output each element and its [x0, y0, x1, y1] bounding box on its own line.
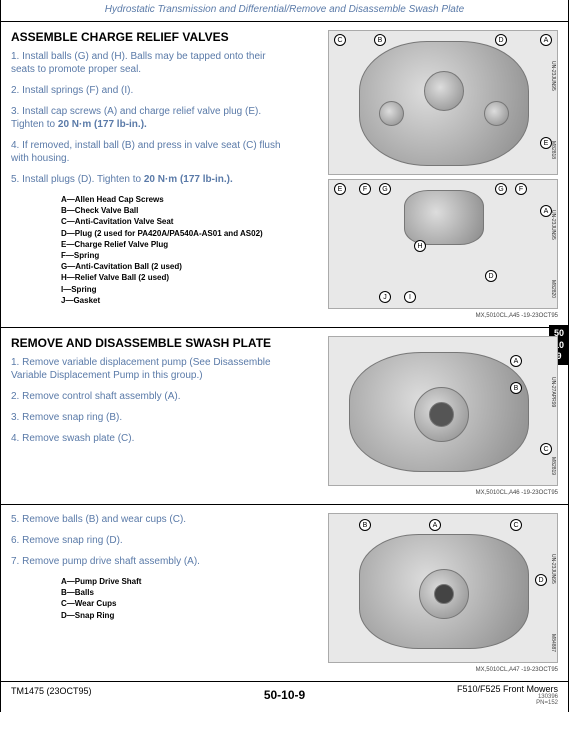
legend3-c: C—Wear Cups [61, 598, 291, 609]
section2-title: REMOVE AND DISASSEMBLE SWASH PLATE [11, 336, 291, 350]
legend-c: C—Anti-Cavitation Valve Seat [61, 216, 291, 227]
section-remove-balls: 5. Remove balls (B) and wear cups (C). 6… [1, 505, 568, 681]
legend3-a: A—Pump Drive Shaft [61, 576, 291, 587]
legend-h: H—Relief Valve Ball (2 used) [61, 272, 291, 283]
figure1-caption: MX,5010CL,A45 -19-23OCT95 [328, 313, 558, 319]
step-1: 1. Install balls (G) and (H). Balls may … [11, 50, 291, 76]
legend-a: A—Allen Head Cap Screws [61, 194, 291, 205]
legend-i: I—Spring [61, 284, 291, 295]
step-4: 4. If removed, install ball (B) and pres… [11, 139, 291, 165]
step-5-text: 5. Install plugs (D). Tighten to [11, 174, 144, 185]
page-container: Hydrostatic Transmission and Differentia… [0, 0, 569, 712]
legend-f: F—Spring [61, 250, 291, 261]
legend-1: A—Allen Head Cap Screws B—Check Valve Ba… [61, 194, 291, 306]
footer-right: F510/F525 Front Mowers 130396 PN=152 [457, 684, 558, 706]
section-remove-swash: REMOVE AND DISASSEMBLE SWASH PLATE 1. Re… [1, 328, 568, 505]
legend-g: G—Anti-Cavitation Ball (2 used) [61, 261, 291, 272]
section1-title: ASSEMBLE CHARGE RELIEF VALVES [11, 30, 291, 44]
section3-text: 5. Remove balls (B) and wear cups (C). 6… [11, 513, 291, 621]
legend3-b: B—Balls [61, 587, 291, 598]
section1-figures: C B D A E UN-23JUN95 M82818 E F G G F A … [328, 30, 558, 319]
section1-text: ASSEMBLE CHARGE RELIEF VALVES 1. Install… [11, 30, 291, 306]
legend3-d: D—Snap Ring [61, 610, 291, 621]
legend-d: D—Plug (2 used for PA420A/PA540A-AS01 an… [61, 228, 291, 239]
footer-sub2: PN=152 [457, 700, 558, 706]
legend-3: A—Pump Drive Shaft B—Balls C—Wear Cups D… [61, 576, 291, 621]
figure-2: E F G G F A H D J I UN-23JUN95 M82820 [328, 179, 558, 309]
page-footer: TM1475 (23OCT95) 50-10-9 F510/F525 Front… [1, 682, 568, 712]
figure4-caption: MX,5010CL,A47 -19-23OCT95 [328, 667, 558, 673]
section3-figure-container: B A C D UN-23JUN95 M84887 MX,5010CL,A47 … [328, 513, 558, 673]
legend-j: J—Gasket [61, 295, 291, 306]
footer-left: TM1475 (23OCT95) [11, 686, 92, 696]
legend-b: B—Check Valve Ball [61, 205, 291, 216]
step2-3: 3. Remove snap ring (B). [11, 411, 291, 424]
torque-1: 20 N·m (177 lb-in.). [58, 119, 147, 130]
step3-6: 6. Remove snap ring (D). [11, 534, 291, 547]
footer-product: F510/F525 Front Mowers [457, 684, 558, 694]
step2-2: 2. Remove control shaft assembly (A). [11, 390, 291, 403]
figure-1: C B D A E UN-23JUN95 M82818 [328, 30, 558, 175]
step2-4: 4. Remove swash plate (C). [11, 432, 291, 445]
figure3-caption: MX,5010CL,A46 -19-23OCT95 [328, 490, 558, 496]
figure-4: B A C D UN-23JUN95 M84887 [328, 513, 558, 663]
legend-e: E—Charge Relief Valve Plug [61, 239, 291, 250]
step-5: 5. Install plugs (D). Tighten to 20 N·m … [11, 173, 291, 186]
torque-2: 20 N·m (177 lb-in.). [144, 174, 233, 185]
step-2: 2. Install springs (F) and (I). [11, 84, 291, 97]
step-3: 3. Install cap screws (A) and charge rel… [11, 105, 291, 131]
step3-5: 5. Remove balls (B) and wear cups (C). [11, 513, 291, 526]
step2-1: 1. Remove variable displacement pump (Se… [11, 356, 291, 382]
section2-text: REMOVE AND DISASSEMBLE SWASH PLATE 1. Re… [11, 336, 291, 453]
section2-figure-container: A B C UN-27APR99 M82819 MX,5010CL,A46 -1… [328, 336, 558, 496]
figure-3: A B C UN-27APR99 M82819 [328, 336, 558, 486]
section-assemble-valves: ASSEMBLE CHARGE RELIEF VALVES 1. Install… [1, 22, 568, 328]
step3-7: 7. Remove pump drive shaft assembly (A). [11, 555, 291, 568]
page-header: Hydrostatic Transmission and Differentia… [1, 4, 568, 22]
